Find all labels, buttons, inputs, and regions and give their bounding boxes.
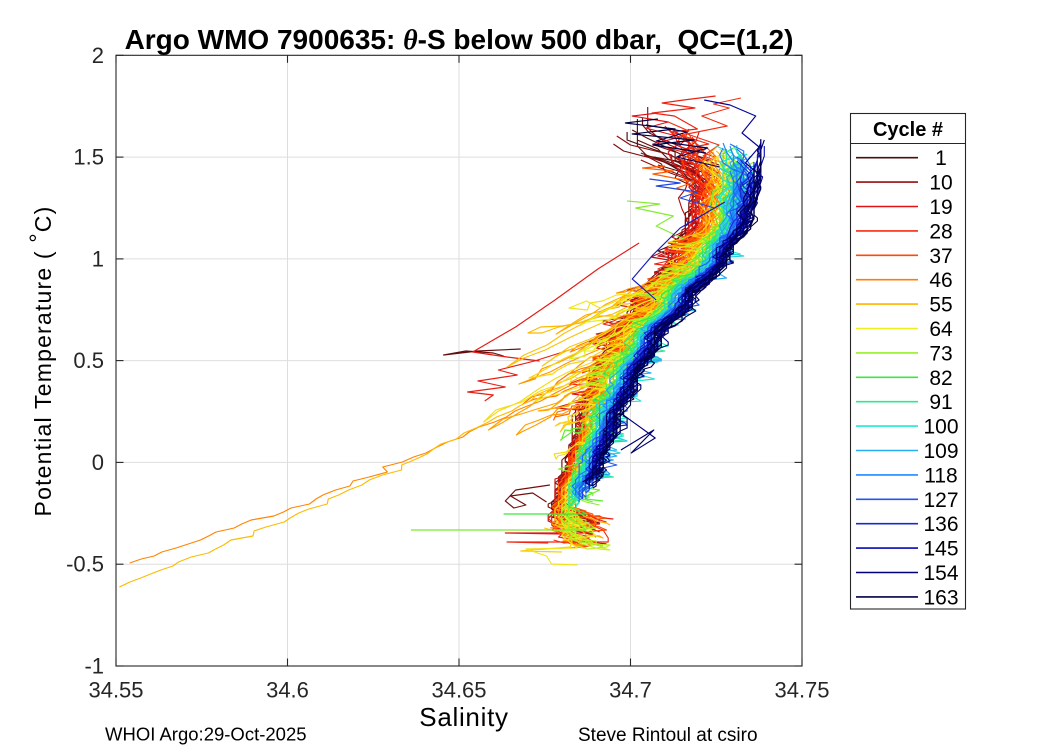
svg-text:1: 1 (92, 246, 104, 271)
svg-text:34.75: 34.75 (774, 678, 829, 703)
svg-text:34.6: 34.6 (266, 678, 309, 703)
svg-text:55: 55 (929, 294, 952, 317)
svg-text:Cycle #: Cycle # (873, 119, 943, 141)
svg-text:163: 163 (923, 586, 958, 609)
svg-text:136: 136 (923, 513, 958, 536)
svg-text:109: 109 (923, 440, 958, 463)
svg-text:19: 19 (929, 196, 952, 219)
svg-text:0: 0 (92, 450, 104, 475)
svg-text:1: 1 (935, 147, 947, 170)
svg-text:28: 28 (929, 220, 952, 243)
svg-text:WHOI Argo:29-Oct-2025: WHOI Argo:29-Oct-2025 (105, 724, 307, 745)
svg-text:Steve Rintoul at csiro: Steve Rintoul at csiro (578, 725, 758, 746)
svg-text:46: 46 (929, 269, 952, 292)
svg-text:127: 127 (923, 489, 958, 512)
svg-text:118: 118 (924, 464, 957, 487)
svg-text:154: 154 (923, 562, 958, 585)
svg-text:1.5: 1.5 (73, 145, 104, 170)
svg-text:10: 10 (929, 172, 952, 195)
svg-text:2: 2 (92, 43, 104, 68)
svg-text:-1: -1 (84, 654, 104, 679)
svg-text:34.55: 34.55 (88, 678, 143, 703)
svg-text:Salinity: Salinity (419, 702, 508, 732)
svg-text:Potential Temperature ( °C): Potential Temperature ( °C) (25, 206, 56, 517)
svg-text:34.65: 34.65 (431, 678, 486, 703)
svg-text:145: 145 (923, 538, 958, 561)
svg-text:91: 91 (929, 391, 952, 414)
svg-text:-0.5: -0.5 (66, 552, 104, 577)
svg-text:100: 100 (923, 416, 958, 439)
svg-text:37: 37 (929, 245, 952, 268)
svg-text:34.7: 34.7 (609, 678, 652, 703)
svg-text:64: 64 (929, 318, 953, 341)
svg-text:82: 82 (929, 367, 952, 390)
svg-text:Argo WMO 7900635: θ-S below 50: Argo WMO 7900635: θ-S below 500 dbar, QC… (125, 24, 794, 56)
svg-text:73: 73 (929, 342, 952, 365)
svg-text:0.5: 0.5 (73, 348, 104, 373)
